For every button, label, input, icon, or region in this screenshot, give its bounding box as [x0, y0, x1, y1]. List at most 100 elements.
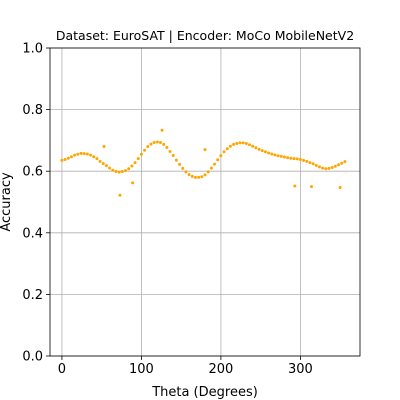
- data-point: [101, 162, 105, 165]
- data-point: [225, 147, 229, 151]
- data-point: [338, 186, 342, 190]
- data-point: [289, 156, 293, 160]
- x-axis-label: Theta (Degrees): [151, 385, 258, 400]
- data-point: [232, 142, 236, 146]
- x-tick-label: 0: [58, 362, 66, 377]
- data-point: [85, 152, 89, 156]
- data-point: [235, 141, 239, 145]
- data-point: [95, 157, 99, 161]
- data-point: [146, 145, 150, 149]
- data-point: [60, 158, 64, 162]
- y-tick-label: 0.4: [22, 226, 43, 241]
- x-tick-label: 100: [129, 362, 154, 377]
- data-point: [155, 140, 159, 144]
- data-point: [270, 152, 274, 156]
- data-point: [213, 162, 217, 166]
- y-tick-label: 0.0: [22, 350, 43, 365]
- data-point: [124, 169, 128, 173]
- data-point: [257, 147, 261, 151]
- data-point: [136, 157, 140, 161]
- data-point: [273, 153, 277, 157]
- data-point: [314, 163, 318, 167]
- data-point: [251, 144, 255, 148]
- series-points: [60, 128, 347, 197]
- data-point: [108, 166, 112, 170]
- data-point: [293, 184, 297, 188]
- data-point: [311, 162, 315, 166]
- data-point: [200, 175, 204, 179]
- data-point: [118, 193, 122, 197]
- data-point: [302, 158, 306, 162]
- data-point: [184, 170, 188, 174]
- x-tick-label: 200: [208, 362, 233, 377]
- data-point: [130, 164, 134, 168]
- data-point: [76, 152, 80, 156]
- data-point: [160, 128, 164, 132]
- data-point: [263, 150, 267, 154]
- data-point: [131, 181, 135, 185]
- data-point: [89, 153, 93, 157]
- data-point: [158, 141, 162, 145]
- data-point: [127, 167, 131, 171]
- data-point: [286, 156, 290, 160]
- data-point: [82, 152, 86, 156]
- data-point: [139, 152, 143, 156]
- data-point: [308, 161, 312, 165]
- data-point: [117, 170, 121, 174]
- x-tick-label: 300: [288, 362, 313, 377]
- data-point: [209, 166, 213, 170]
- data-point: [111, 168, 115, 172]
- data-point: [337, 163, 341, 167]
- grid: [50, 47, 360, 357]
- data-point: [241, 141, 245, 145]
- data-point: [149, 142, 153, 146]
- data-point: [178, 162, 182, 166]
- y-tick-label: 1.0: [22, 42, 43, 57]
- data-point: [168, 149, 172, 153]
- ticks: 0 100 200 300 0.0 0.2 0.4 0.6 0.8 1.0: [22, 42, 312, 378]
- data-point: [282, 155, 286, 159]
- data-point: [174, 158, 178, 162]
- data-point: [279, 154, 283, 158]
- chart-title: Dataset: EuroSAT | Encoder: MoCo MobileN…: [56, 28, 354, 43]
- data-point: [321, 166, 325, 170]
- data-point: [254, 146, 258, 150]
- data-point: [248, 143, 252, 147]
- data-point: [133, 161, 137, 165]
- data-point: [92, 155, 96, 159]
- data-point: [276, 154, 280, 158]
- data-point: [228, 144, 232, 148]
- data-point: [162, 142, 166, 146]
- data-point: [104, 164, 108, 168]
- data-point: [171, 153, 175, 157]
- y-axis-label: Accuracy: [0, 172, 14, 232]
- data-point: [79, 151, 83, 155]
- data-point: [244, 141, 248, 145]
- data-point: [165, 145, 169, 149]
- data-point: [333, 164, 337, 168]
- data-point: [330, 166, 334, 170]
- data-point: [73, 153, 77, 157]
- data-point: [190, 174, 194, 178]
- data-point: [324, 167, 328, 171]
- data-point: [187, 173, 191, 177]
- data-point: [63, 157, 67, 161]
- data-point: [152, 141, 156, 145]
- data-point: [267, 151, 271, 155]
- data-point: [216, 158, 220, 162]
- y-tick-label: 0.8: [22, 103, 43, 118]
- y-tick-label: 0.2: [22, 288, 43, 303]
- data-point: [317, 165, 321, 169]
- y-tick-label: 0.6: [22, 165, 43, 180]
- data-point: [193, 175, 197, 179]
- data-point: [305, 159, 309, 163]
- data-point: [181, 166, 185, 170]
- data-point: [203, 173, 207, 177]
- data-point: [310, 185, 314, 189]
- data-point: [292, 157, 296, 161]
- data-point: [203, 148, 207, 152]
- data-point: [206, 170, 210, 174]
- data-point: [343, 160, 347, 164]
- data-point: [66, 156, 70, 160]
